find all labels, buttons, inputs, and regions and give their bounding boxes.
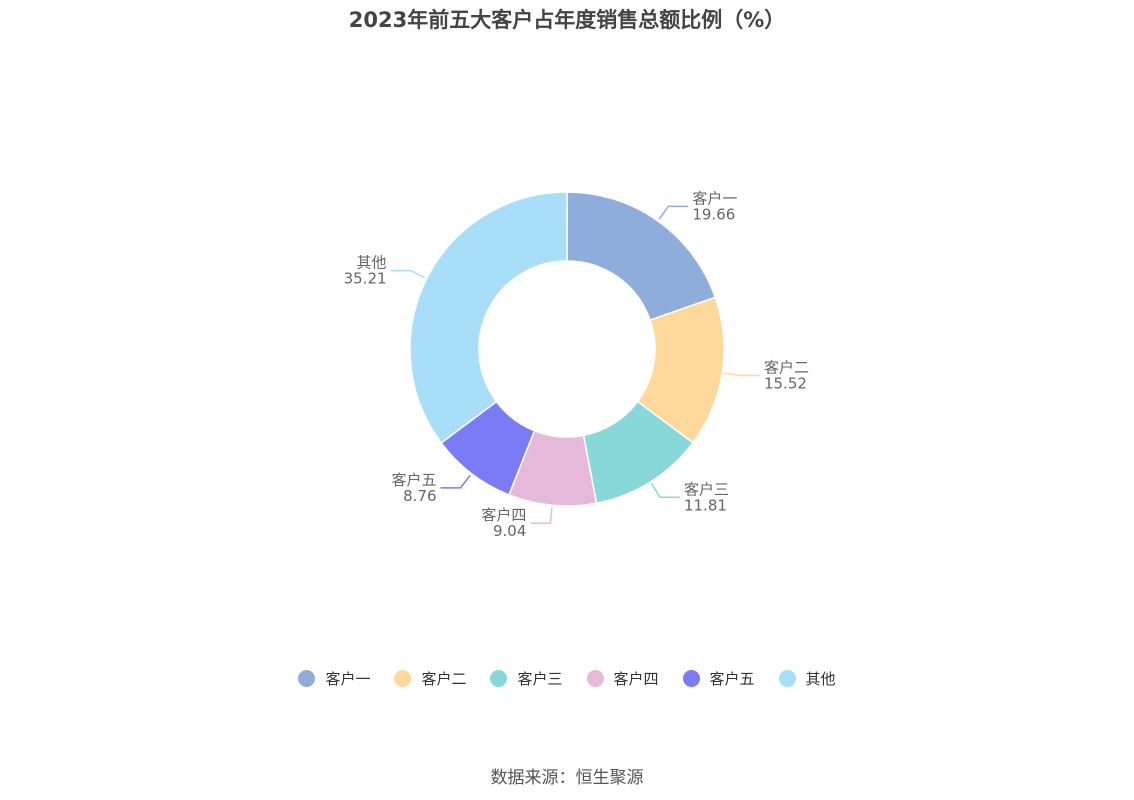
legend-swatch-icon	[778, 670, 796, 687]
legend-item-customer-2[interactable]: 客户二	[394, 668, 466, 689]
legend-swatch-icon	[682, 670, 700, 687]
legend-item-customer-5[interactable]: 客户五	[682, 668, 755, 689]
legend-label: 客户一	[325, 670, 371, 688]
leader-line-3	[650, 483, 680, 499]
slice-name-label: 客户三	[684, 480, 729, 498]
slice-name-label: 客户一	[692, 189, 737, 207]
legend-label: 其他	[805, 670, 836, 688]
leader-line-2	[724, 372, 760, 377]
legend-swatch-icon	[394, 670, 412, 687]
legend-swatch-icon	[490, 670, 508, 687]
leader-line-1	[658, 205, 689, 220]
legend-label: 客户四	[613, 670, 659, 688]
slice-value-label: 35.21	[344, 270, 387, 288]
legend-label: 客户三	[517, 670, 563, 688]
chart-legend: 客户一 客户二 客户三 客户四 客户五 其他	[0, 668, 1134, 689]
leader-line-6	[390, 269, 426, 279]
legend-item-customer-3[interactable]: 客户三	[490, 668, 563, 689]
legend-label: 客户二	[421, 670, 467, 688]
slice-value-label: 19.66	[692, 205, 735, 223]
legend-item-customer-1[interactable]: 客户一	[298, 668, 370, 689]
data-source-note: 数据来源：恒生聚源	[490, 768, 644, 788]
slice-value-label: 9.04	[493, 522, 526, 540]
slice-value-label: 11.81	[684, 496, 727, 514]
legend-item-others[interactable]: 其他	[778, 668, 836, 689]
donut-slice-6[interactable]	[409, 191, 568, 445]
slice-name-label: 其他	[357, 254, 387, 272]
legend-item-customer-4[interactable]: 客户四	[586, 668, 659, 689]
leader-line-4	[530, 507, 553, 524]
slice-name-label: 客户二	[764, 359, 809, 377]
legend-label: 客户五	[709, 670, 755, 688]
chart-title: 2023年前五大客户占年度销售总额比例（%）	[348, 8, 786, 32]
slice-name-label: 客户四	[481, 506, 526, 524]
slice-name-label: 客户五	[392, 471, 437, 489]
legend-swatch-icon	[586, 670, 604, 687]
leader-line-5	[440, 474, 471, 489]
legend-swatch-icon	[298, 670, 316, 687]
slice-value-label: 15.52	[764, 375, 807, 393]
donut-slice-1[interactable]	[566, 191, 717, 321]
slice-value-label: 8.76	[403, 487, 436, 505]
